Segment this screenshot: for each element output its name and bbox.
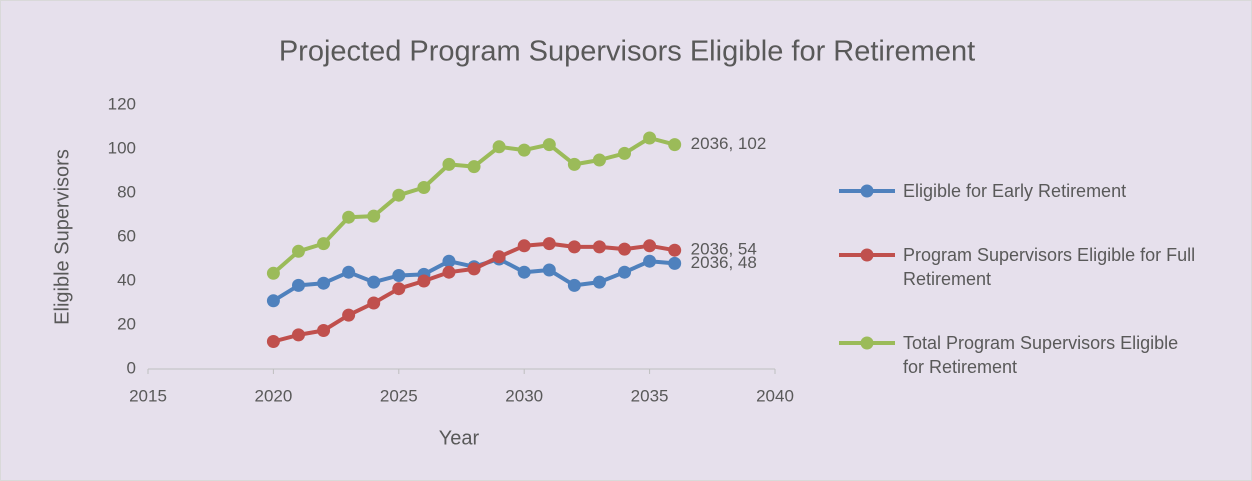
data-point xyxy=(291,328,305,342)
data-point xyxy=(467,262,481,276)
data-point xyxy=(367,209,381,223)
data-point xyxy=(392,188,406,202)
data-point xyxy=(266,335,280,348)
data-point xyxy=(592,275,606,289)
data-label: 2036, 48 xyxy=(691,253,757,272)
data-point xyxy=(567,278,581,292)
series-line xyxy=(272,241,676,344)
data-point xyxy=(342,265,356,279)
data-point xyxy=(618,265,632,279)
y-tick-label: 80 xyxy=(117,182,136,201)
data-point xyxy=(442,254,456,268)
data-point xyxy=(492,140,506,154)
y-tick-label: 120 xyxy=(108,94,136,113)
data-point xyxy=(367,296,381,310)
x-tick-label: 2025 xyxy=(380,386,418,405)
x-axis-label: Year xyxy=(439,427,480,449)
data-point xyxy=(668,243,682,257)
data-point xyxy=(367,275,381,289)
data-point xyxy=(417,181,431,194)
data-point xyxy=(266,294,280,308)
x-tick-label: 2020 xyxy=(254,386,292,405)
data-point xyxy=(542,263,556,277)
legend-label: Eligible for Early Retirement xyxy=(903,181,1127,201)
x-tick-label: 2015 xyxy=(129,386,167,405)
y-tick-label: 100 xyxy=(108,138,136,157)
data-point xyxy=(618,146,632,160)
data-point xyxy=(567,240,581,254)
y-tick-label: 40 xyxy=(117,270,136,289)
data-label: 2036, 102 xyxy=(691,134,767,153)
data-point xyxy=(592,240,606,254)
legend-label: Program Supervisors Eligible for Full Re… xyxy=(903,245,1196,289)
data-point xyxy=(492,250,506,264)
data-point xyxy=(291,278,305,292)
data-point xyxy=(618,242,632,256)
data-point xyxy=(643,254,657,268)
legend-item: Program Supervisors Eligible for Full Re… xyxy=(837,243,1197,291)
chart-title: Projected Program Supervisors Eligible f… xyxy=(279,36,975,68)
data-point xyxy=(592,153,606,167)
data-point xyxy=(517,239,531,253)
data-point xyxy=(668,138,682,152)
legend-label: Total Program Supervisors Eligible for R… xyxy=(903,333,1179,377)
x-tick-label: 2035 xyxy=(631,386,669,405)
data-point xyxy=(668,256,682,270)
data-point xyxy=(467,160,481,174)
legend-swatch xyxy=(839,184,895,198)
data-point xyxy=(392,282,406,296)
legend-item: Total Program Supervisors Eligible for R… xyxy=(837,331,1197,379)
data-point xyxy=(517,143,531,157)
data-point xyxy=(542,138,556,152)
legend-swatch xyxy=(839,336,895,350)
data-point xyxy=(266,266,280,280)
data-point xyxy=(442,157,456,171)
legend-swatch xyxy=(839,248,895,262)
y-tick-label: 0 xyxy=(127,358,136,377)
data-point xyxy=(317,324,331,337)
y-tick-label: 60 xyxy=(117,226,136,245)
y-axis-label: Eligible Supervisors xyxy=(51,149,73,325)
data-point xyxy=(317,276,331,290)
data-point xyxy=(342,308,356,322)
data-label: 2036, 54 xyxy=(691,240,757,259)
data-point xyxy=(317,237,331,251)
data-point xyxy=(291,244,305,258)
series-line xyxy=(272,136,676,275)
data-point xyxy=(643,239,657,253)
data-point xyxy=(392,269,406,282)
data-point xyxy=(342,210,356,224)
data-point xyxy=(442,265,456,279)
data-point xyxy=(643,131,657,145)
legend-item: Eligible for Early Retirement xyxy=(837,179,1197,203)
x-tick-label: 2030 xyxy=(505,386,543,405)
x-tick-label: 2040 xyxy=(756,386,794,405)
data-point xyxy=(567,157,581,171)
data-point xyxy=(542,237,556,251)
data-point xyxy=(517,265,531,279)
y-tick-label: 20 xyxy=(117,314,136,333)
data-point xyxy=(417,274,431,288)
